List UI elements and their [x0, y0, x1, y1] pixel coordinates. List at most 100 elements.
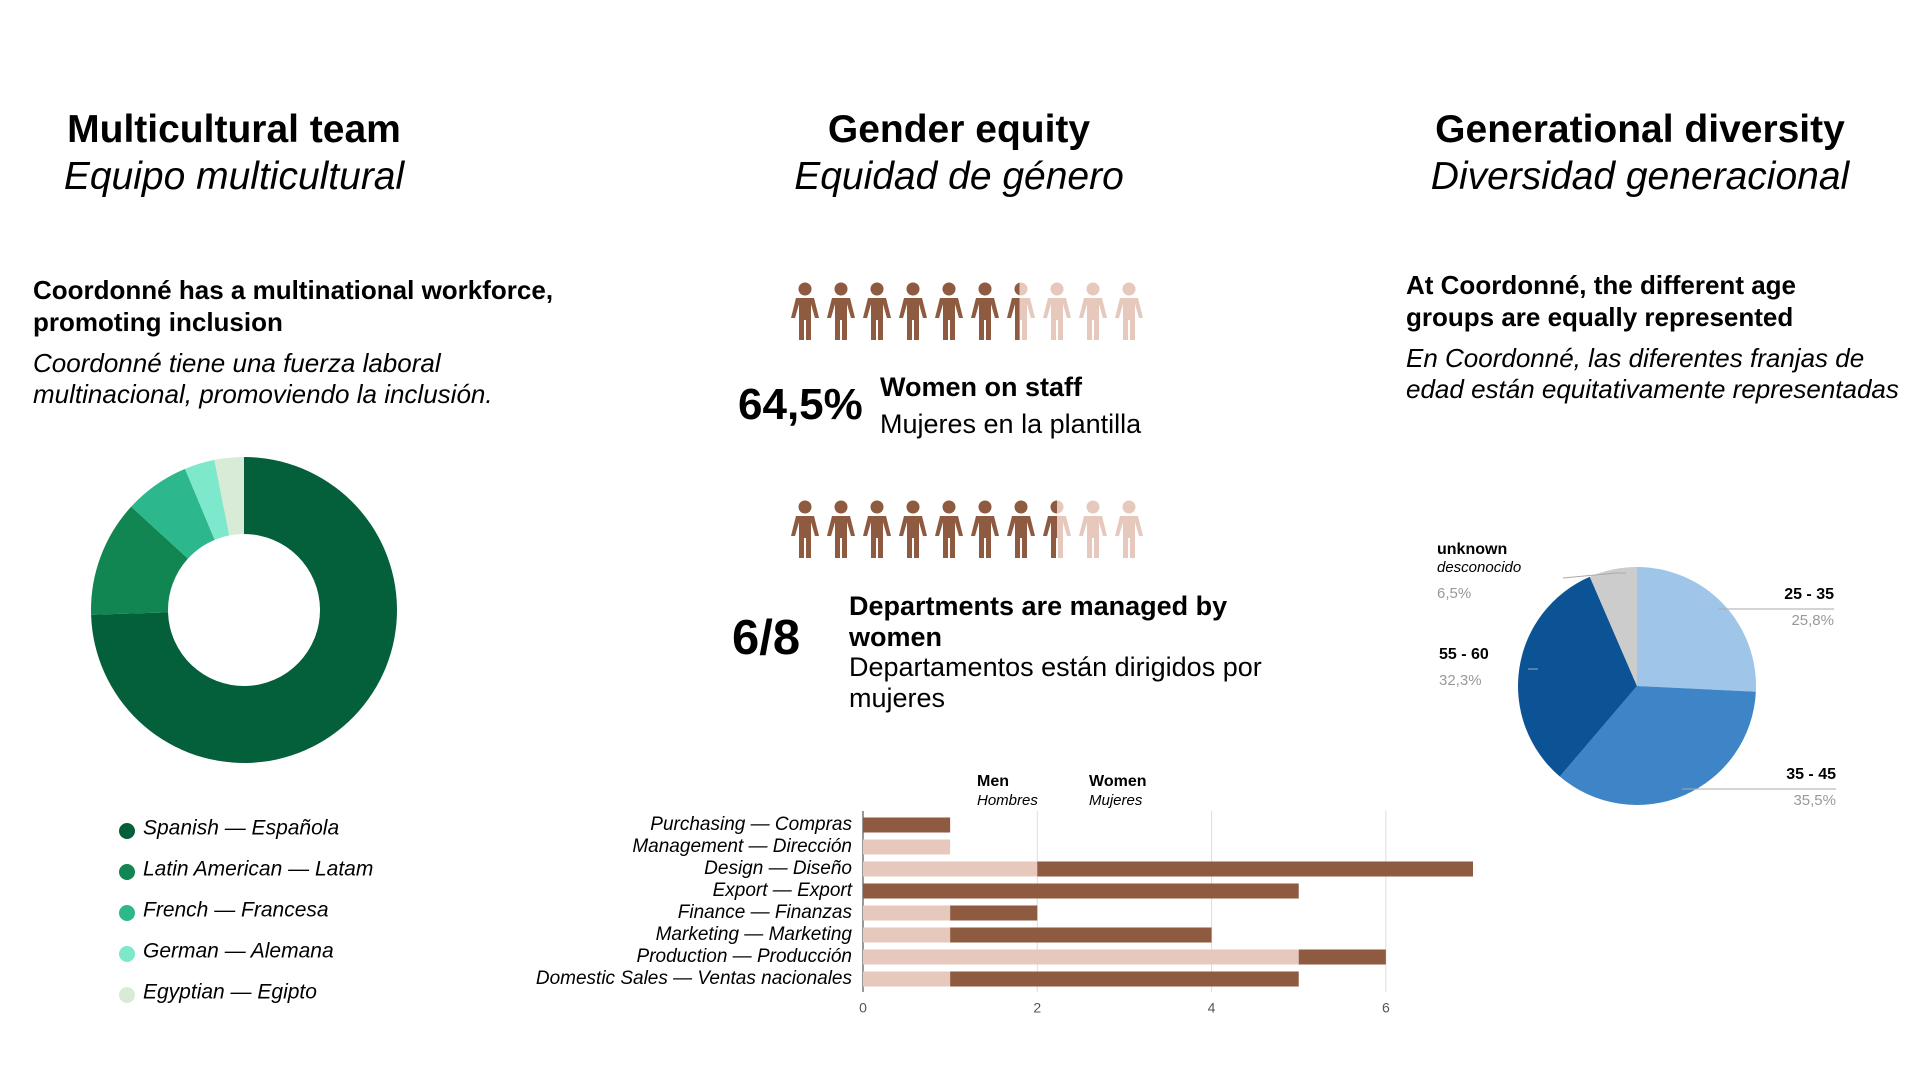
person-head [798, 500, 812, 514]
legend-label-es: Mujeres [1089, 792, 1143, 809]
person-shape [935, 500, 963, 558]
bar [1298, 949, 1386, 965]
person-head [834, 282, 848, 296]
person-icon [791, 500, 819, 558]
bar [863, 861, 1038, 877]
person-icon [935, 500, 963, 558]
person-body [827, 516, 855, 558]
person-body [863, 516, 891, 558]
person-icon [971, 500, 999, 558]
person-icon [827, 500, 855, 558]
person-shape [1007, 500, 1035, 558]
person-icon [1079, 282, 1107, 340]
person-shape [935, 282, 963, 340]
category-label: Management — Dirección [632, 836, 852, 857]
bar [863, 927, 951, 943]
person-icon [1007, 500, 1035, 558]
bar [863, 971, 951, 987]
category-label: Marketing — Marketing [656, 924, 853, 945]
person-shape [791, 500, 819, 558]
legend-swatch [119, 864, 135, 880]
person-body [1007, 298, 1035, 340]
x-tick-label: 2 [1033, 1000, 1041, 1016]
bar [863, 949, 1299, 965]
person-head [870, 500, 884, 514]
bar [950, 905, 1038, 921]
person-shape [899, 500, 927, 558]
subheading: Equipo multicultural [63, 155, 405, 198]
person-head [1014, 282, 1020, 296]
person-icon [935, 282, 963, 340]
person-head [1122, 500, 1136, 514]
bar [950, 971, 1299, 987]
person-shape [971, 500, 999, 558]
heading: Multicultural team [67, 108, 401, 151]
person-head [978, 282, 992, 296]
person-head [1014, 500, 1028, 514]
slice [1559, 686, 1756, 806]
person-shape [1007, 282, 1020, 340]
slice [131, 468, 215, 559]
x-tick-label: 0 [859, 1000, 867, 1016]
value-label: 32,3% [1439, 672, 1482, 689]
legend-label: Men [977, 773, 1009, 790]
person-icon [1079, 500, 1107, 558]
bar [863, 839, 951, 855]
person-icon [1043, 282, 1071, 340]
person-shape [899, 282, 927, 340]
person-head [1050, 282, 1064, 296]
person-icon [1115, 282, 1143, 340]
slice [214, 457, 244, 536]
legend-label: Women [1089, 773, 1146, 790]
heading: Generational diversity [1435, 108, 1845, 151]
person-shape [863, 282, 891, 340]
person-shape [1079, 500, 1107, 558]
person-icon [1115, 500, 1143, 558]
person-shape [1115, 500, 1143, 558]
stat-caption-es: Mujeres en la plantilla [880, 409, 1142, 439]
person-body [791, 516, 819, 558]
category-label: Design — Diseño [704, 858, 852, 879]
person-body [971, 516, 999, 558]
subheading: Equidad de género [794, 155, 1124, 198]
person-head [906, 282, 920, 296]
subheading: Diversidad generacional [1430, 155, 1850, 198]
person-head [798, 282, 812, 296]
person-icon [791, 282, 819, 340]
person-icon [899, 500, 927, 558]
bar [1037, 861, 1473, 877]
bar [863, 905, 951, 921]
person-shape [971, 282, 999, 340]
legend-swatch [119, 987, 135, 1003]
person-body [1079, 516, 1107, 558]
lead: Coordonné has a multinational workforce,… [33, 275, 554, 337]
category-label: Finance — Finanzas [678, 902, 853, 923]
legend-label-es: Hombres [977, 792, 1038, 809]
person-body [1115, 516, 1143, 558]
category-label: Production — Producción [637, 946, 852, 967]
pie-label: 25 - 35 [1784, 586, 1834, 603]
person-head [978, 500, 992, 514]
person-body [1007, 516, 1035, 558]
person-body [1079, 298, 1107, 340]
category-label: Domestic Sales — Ventas nacionales [536, 968, 853, 989]
leader-line [1562, 572, 1617, 579]
stat-caption-es: Departamentos están dirigidos por mujere… [849, 652, 1262, 713]
person-icon [1007, 282, 1035, 340]
pie-label: 35 - 45 [1786, 766, 1836, 783]
legend-swatch [119, 905, 135, 921]
person-icon [899, 282, 927, 340]
legend-label: Egyptian — Egipto [143, 981, 317, 1004]
value-label: 6,5% [1437, 585, 1471, 602]
value-label: 35,5% [1793, 792, 1836, 809]
stat-caption: Women on staff [880, 372, 1082, 402]
person-icon [1043, 500, 1071, 558]
person-icon [971, 282, 999, 340]
slice [1518, 576, 1637, 777]
value-label: 25,8% [1791, 612, 1834, 629]
person-shape [1079, 282, 1107, 340]
person-shape [1043, 282, 1071, 340]
person-icon [863, 282, 891, 340]
